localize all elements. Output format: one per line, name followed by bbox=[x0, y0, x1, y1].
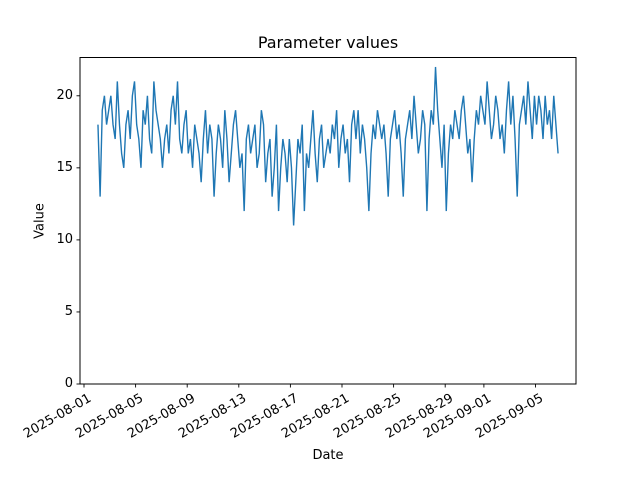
y-tick-label: 5 bbox=[64, 303, 73, 319]
data-line bbox=[97, 66, 559, 226]
y-tick-label: 10 bbox=[56, 231, 73, 247]
chart-title: Parameter values bbox=[257, 33, 399, 52]
y-tick-label: 20 bbox=[56, 87, 73, 103]
y-tick-label: 0 bbox=[64, 376, 73, 391]
axes-box bbox=[79, 57, 577, 385]
x-axis-label: Date bbox=[312, 448, 344, 463]
y-tick-label: 15 bbox=[56, 159, 73, 175]
